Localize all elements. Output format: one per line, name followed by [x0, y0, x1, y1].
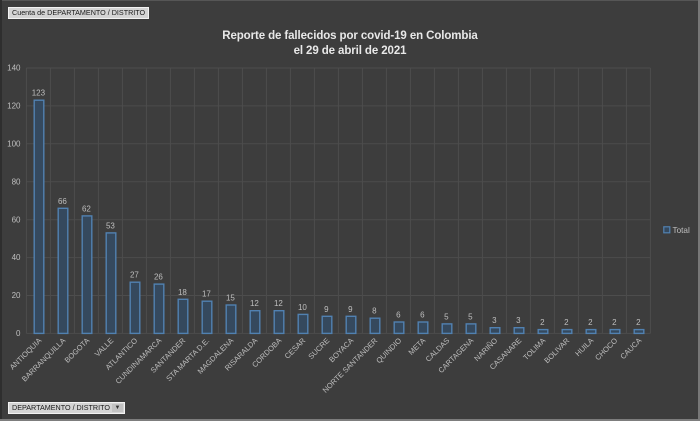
svg-text:2: 2 — [612, 318, 617, 327]
svg-text:6: 6 — [420, 311, 425, 320]
svg-text:12: 12 — [250, 299, 259, 308]
svg-text:9: 9 — [348, 305, 353, 314]
svg-text:26: 26 — [154, 273, 163, 282]
svg-text:60: 60 — [12, 215, 21, 224]
svg-text:2: 2 — [540, 318, 545, 327]
svg-text:CESAR: CESAR — [283, 336, 308, 361]
svg-text:2: 2 — [636, 318, 641, 327]
svg-text:80: 80 — [12, 177, 21, 186]
svg-text:5: 5 — [444, 312, 449, 321]
svg-text:BOGOTA: BOGOTA — [63, 336, 92, 365]
svg-text:27: 27 — [130, 271, 139, 280]
svg-text:140: 140 — [7, 64, 21, 73]
svg-text:18: 18 — [178, 288, 187, 297]
svg-text:BOLIVAR: BOLIVAR — [542, 336, 571, 365]
svg-text:12: 12 — [274, 299, 283, 308]
svg-text:6: 6 — [396, 311, 401, 320]
svg-text:62: 62 — [82, 204, 91, 213]
svg-text:9: 9 — [324, 305, 329, 314]
svg-text:2: 2 — [588, 318, 593, 327]
svg-text:2: 2 — [564, 318, 569, 327]
svg-text:VALLE: VALLE — [93, 336, 115, 358]
svg-text:10: 10 — [298, 303, 307, 312]
svg-text:5: 5 — [468, 312, 473, 321]
svg-text:3: 3 — [492, 316, 497, 325]
svg-text:15: 15 — [226, 294, 235, 303]
svg-text:Total: Total — [673, 226, 690, 235]
svg-text:BARRANQUILLA: BARRANQUILLA — [20, 336, 67, 383]
svg-text:CAUCA: CAUCA — [618, 336, 643, 361]
svg-text:120: 120 — [7, 102, 21, 111]
svg-text:20: 20 — [12, 291, 21, 300]
svg-text:53: 53 — [106, 221, 115, 230]
svg-text:66: 66 — [58, 197, 67, 206]
svg-text:HUILA: HUILA — [573, 336, 595, 358]
svg-text:8: 8 — [372, 307, 377, 316]
svg-text:100: 100 — [7, 139, 21, 148]
svg-text:0: 0 — [16, 329, 21, 338]
svg-text:3: 3 — [516, 316, 521, 325]
svg-text:17: 17 — [202, 290, 211, 299]
svg-text:123: 123 — [32, 89, 46, 98]
svg-text:META: META — [407, 336, 428, 357]
svg-text:CHOCO: CHOCO — [593, 336, 619, 362]
svg-text:40: 40 — [12, 253, 21, 262]
svg-text:QUINDIO: QUINDIO — [374, 336, 403, 365]
